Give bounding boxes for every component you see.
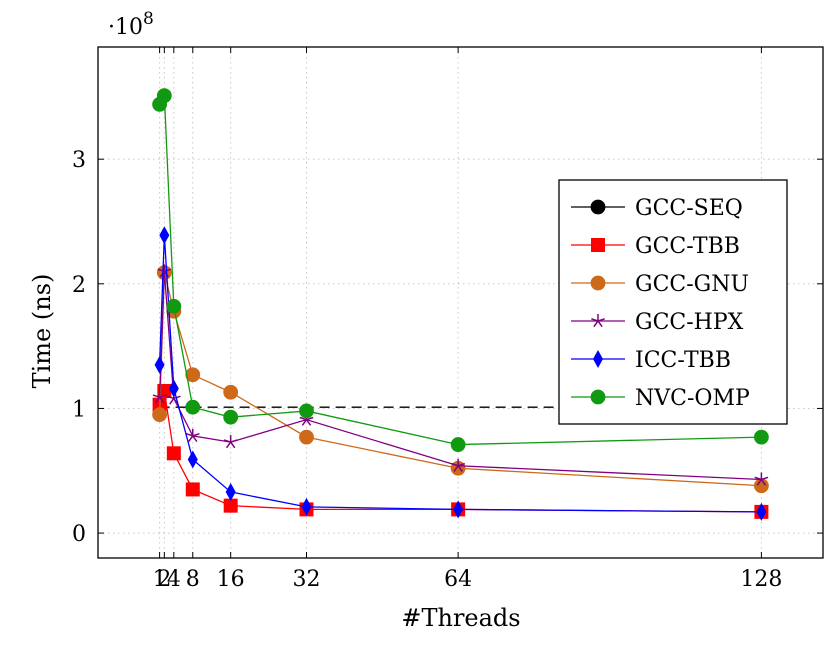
y-tick-label: 3 — [72, 148, 86, 173]
point-gcc-gnu — [185, 367, 201, 383]
legend-marker — [590, 199, 606, 215]
legend-entry-gcc-gnu: GCC-GNU — [571, 272, 749, 297]
point-gcc-tbb — [166, 446, 181, 461]
point-gcc-gnu — [753, 478, 769, 494]
legend-entry-gcc-hpx: GCC-HPX — [571, 310, 744, 335]
point-icc-tbb — [187, 450, 198, 469]
series-layer — [152, 88, 769, 521]
point-gcc-hpx — [185, 428, 200, 442]
x-tick-label: 2 — [157, 567, 171, 592]
legend-label: GCC-TBB — [635, 234, 740, 259]
point-gcc-gnu — [152, 407, 168, 423]
point-gcc-tbb — [223, 498, 238, 513]
point-gcc-gnu — [299, 429, 314, 445]
x-tick-label: 32 — [292, 567, 320, 592]
x-tick-label: 8 — [186, 567, 200, 592]
series-gcc-hpx — [152, 264, 769, 486]
point-icc-tbb — [154, 355, 165, 374]
y-scale-label: ·108 — [108, 9, 154, 40]
point-gcc-hpx — [451, 458, 466, 472]
point-gcc-hpx — [299, 412, 314, 426]
y-tick-label: 1 — [72, 397, 86, 422]
point-nvc-omp — [299, 403, 314, 419]
plot-frame — [97, 46, 824, 559]
legend-marker — [591, 238, 605, 252]
point-nvc-omp — [185, 399, 201, 415]
point-icc-tbb — [168, 379, 179, 398]
legend-label: ICC-TBB — [635, 348, 731, 373]
point-gcc-hpx — [152, 390, 167, 404]
legend-marker — [593, 350, 603, 368]
legend-entry-icc-tbb: ICC-TBB — [571, 348, 731, 373]
point-nvc-omp — [166, 298, 182, 314]
x-tick-label: 128 — [740, 567, 782, 592]
series-icc-tbb — [154, 226, 767, 521]
legend-entry-gcc-seq: GCC-SEQ — [571, 196, 743, 221]
point-nvc-omp — [450, 437, 466, 452]
point-gcc-hpx — [223, 435, 238, 449]
x-tick-label: 64 — [444, 567, 472, 592]
legend-box — [558, 179, 788, 425]
legend-marker — [591, 314, 605, 328]
legend-label: NVC-OMP — [635, 386, 750, 411]
x-tick-label: 16 — [217, 567, 245, 592]
series-line-gcc-hpx — [158, 271, 762, 481]
legend-label: GCC-HPX — [635, 310, 744, 335]
legend-marker — [590, 275, 606, 291]
series-line-nvc-omp — [159, 93, 762, 446]
x-tick-label: 1 — [153, 567, 167, 592]
point-gcc-gnu — [223, 384, 239, 400]
x-axis-label: #Threads — [401, 604, 520, 632]
point-nvc-omp — [156, 88, 172, 104]
y-tick-label: 2 — [72, 273, 86, 298]
grid-lines — [98, 47, 823, 558]
point-icc-tbb — [453, 500, 464, 519]
point-gcc-tbb — [185, 482, 200, 497]
legend-label: GCC-GNU — [635, 272, 749, 297]
legend-marker — [590, 389, 606, 405]
point-nvc-omp — [753, 429, 769, 445]
x-tick-label: 4 — [167, 567, 181, 592]
point-nvc-omp — [223, 409, 239, 425]
legend-label: GCC-SEQ — [635, 196, 743, 221]
y-axis-label: Time (ns) — [28, 274, 56, 389]
point-icc-tbb — [225, 482, 236, 501]
legend: GCC-SEQ GCC-TBB GCC-GNU GCC-HPX ICC-TBB NVC-O… — [558, 179, 788, 425]
point-gcc-hpx — [754, 472, 769, 486]
legend-entry-gcc-tbb: GCC-TBB — [571, 234, 740, 259]
point-icc-tbb — [756, 502, 767, 521]
point-icc-tbb — [301, 497, 312, 516]
series-nvc-omp — [152, 88, 769, 452]
series-line-icc-tbb — [158, 235, 762, 513]
point-icc-tbb — [159, 226, 170, 245]
y-tick-label: 0 — [72, 522, 86, 547]
legend-entry-nvc-omp: NVC-OMP — [571, 386, 750, 411]
